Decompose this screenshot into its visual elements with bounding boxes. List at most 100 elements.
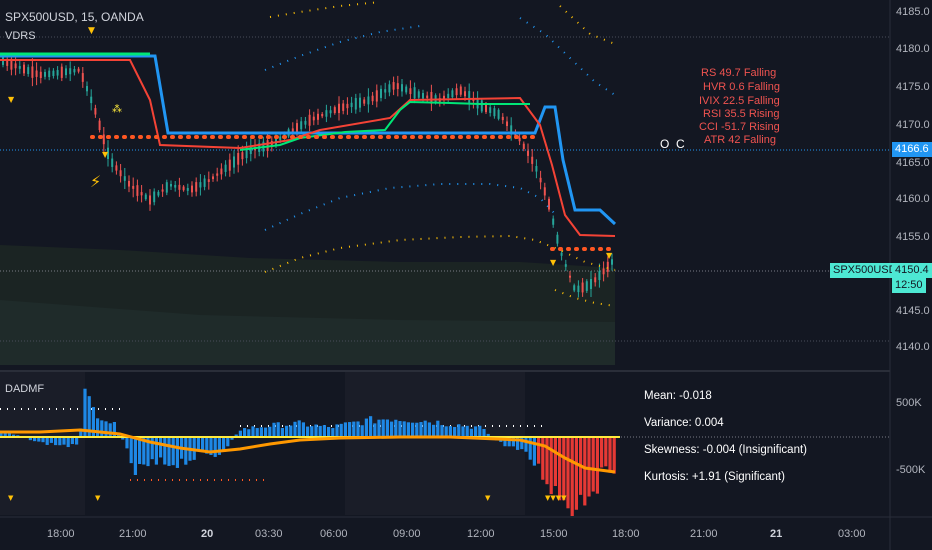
histogram-bar xyxy=(595,437,599,494)
candle-body xyxy=(363,99,366,104)
candle-body xyxy=(527,150,529,156)
candle-body xyxy=(2,57,4,65)
histogram-bar xyxy=(96,418,100,437)
dadmf-orange-curve xyxy=(0,428,616,474)
histogram-bar xyxy=(612,437,616,474)
histogram-bar xyxy=(608,437,612,473)
candle-body xyxy=(611,259,613,265)
candle-body xyxy=(443,95,445,101)
candle-body xyxy=(342,103,345,111)
histogram-bar xyxy=(150,437,154,460)
histogram-bar xyxy=(226,437,230,447)
candle-body xyxy=(195,182,198,192)
histogram-bar xyxy=(314,424,318,437)
candle-body xyxy=(149,195,151,205)
histogram-bar xyxy=(209,437,213,456)
time-tick: 21:00 xyxy=(690,528,718,540)
histogram-bar xyxy=(100,420,104,437)
candle-body xyxy=(480,100,483,112)
marker-down-icon: ▼ xyxy=(95,494,101,502)
time-tick: 18:00 xyxy=(612,528,640,540)
dadmf-indicator-label[interactable]: DADMF xyxy=(5,383,45,395)
candle-body xyxy=(153,191,156,203)
candle-body xyxy=(493,108,496,117)
histogram-bar xyxy=(478,425,482,437)
time-tick: 09:00 xyxy=(393,528,421,540)
histogram-bar xyxy=(377,419,381,437)
histogram-bar xyxy=(301,422,305,437)
histogram-bar xyxy=(45,437,49,445)
histogram-bar xyxy=(394,419,398,437)
histogram-bar xyxy=(511,437,515,447)
histogram-bar xyxy=(516,437,520,450)
histogram-bar xyxy=(129,437,133,464)
candle-body xyxy=(308,114,311,126)
time-tick: 20 xyxy=(201,528,214,540)
histogram-bar xyxy=(537,437,541,464)
candle-body xyxy=(346,103,349,109)
vdrs-row-atr: ATR 42 Falling xyxy=(704,134,776,146)
histogram-bar xyxy=(436,420,440,437)
candle-body xyxy=(81,73,84,82)
vdrs-state: Falling xyxy=(743,67,777,79)
candle-body xyxy=(422,93,424,99)
candle-body xyxy=(401,84,403,92)
candle-body xyxy=(577,285,580,293)
candle-body xyxy=(224,164,227,172)
histogram-bar xyxy=(604,437,608,467)
candle-body xyxy=(304,120,307,125)
candle-body xyxy=(178,184,181,190)
histogram-bar xyxy=(411,422,415,437)
candle-body xyxy=(165,182,168,193)
candle-body xyxy=(115,165,118,171)
histogram-bar xyxy=(54,437,58,446)
candle-body xyxy=(375,90,378,102)
histogram-bar xyxy=(41,437,45,443)
candle-body xyxy=(136,185,139,196)
candle-body xyxy=(518,137,521,142)
histogram-bar xyxy=(196,437,200,452)
candle-body xyxy=(296,123,298,133)
histogram-bar xyxy=(541,437,545,480)
marker-down-icon: ▼ xyxy=(8,494,14,502)
upper-envelope-blue-right xyxy=(519,17,616,96)
candle-body xyxy=(606,261,609,272)
candle-body xyxy=(359,97,361,108)
candle-body xyxy=(237,153,240,165)
price-tick: 4145.0 xyxy=(896,305,930,317)
candle-body xyxy=(44,71,46,77)
histogram-bar xyxy=(280,428,284,437)
histogram-bar xyxy=(247,429,251,437)
candle-body xyxy=(279,136,282,141)
histogram-bar xyxy=(486,433,490,437)
histogram-bar xyxy=(167,437,171,466)
candle-body xyxy=(464,91,466,97)
candle-body xyxy=(602,268,605,275)
candle-body xyxy=(27,67,30,75)
stat-mean: Mean: -0.018 xyxy=(644,390,712,402)
histogram-bar xyxy=(62,437,66,445)
histogram-bar xyxy=(175,437,179,468)
vdrs-metric: IVIX 22.5 xyxy=(699,95,745,107)
candle-body xyxy=(409,88,412,95)
histogram-bar xyxy=(406,422,410,437)
price-tick: 4160.0 xyxy=(896,193,930,205)
histogram-bar xyxy=(432,424,436,437)
candle-body xyxy=(300,121,303,130)
vdrs-indicator-label[interactable]: VDRS xyxy=(5,30,36,42)
candle-body xyxy=(548,198,550,210)
histogram-bar xyxy=(390,421,394,437)
candle-body xyxy=(73,69,76,73)
histogram-bar xyxy=(545,437,549,485)
vdrs-metric: RSI 35.5 xyxy=(703,108,746,120)
histogram-bar xyxy=(482,428,486,437)
candle-body xyxy=(275,136,277,146)
price-tick: 4185.0 xyxy=(896,6,930,18)
candle-body xyxy=(367,96,370,105)
histogram-bar xyxy=(154,437,158,465)
candle-body xyxy=(207,179,210,182)
price-tick: 4165.0 xyxy=(896,157,930,169)
vdrs-metric: RS 49.7 xyxy=(701,67,741,79)
symbol-title[interactable]: SPX500USD, 15, OANDA xyxy=(5,10,144,24)
